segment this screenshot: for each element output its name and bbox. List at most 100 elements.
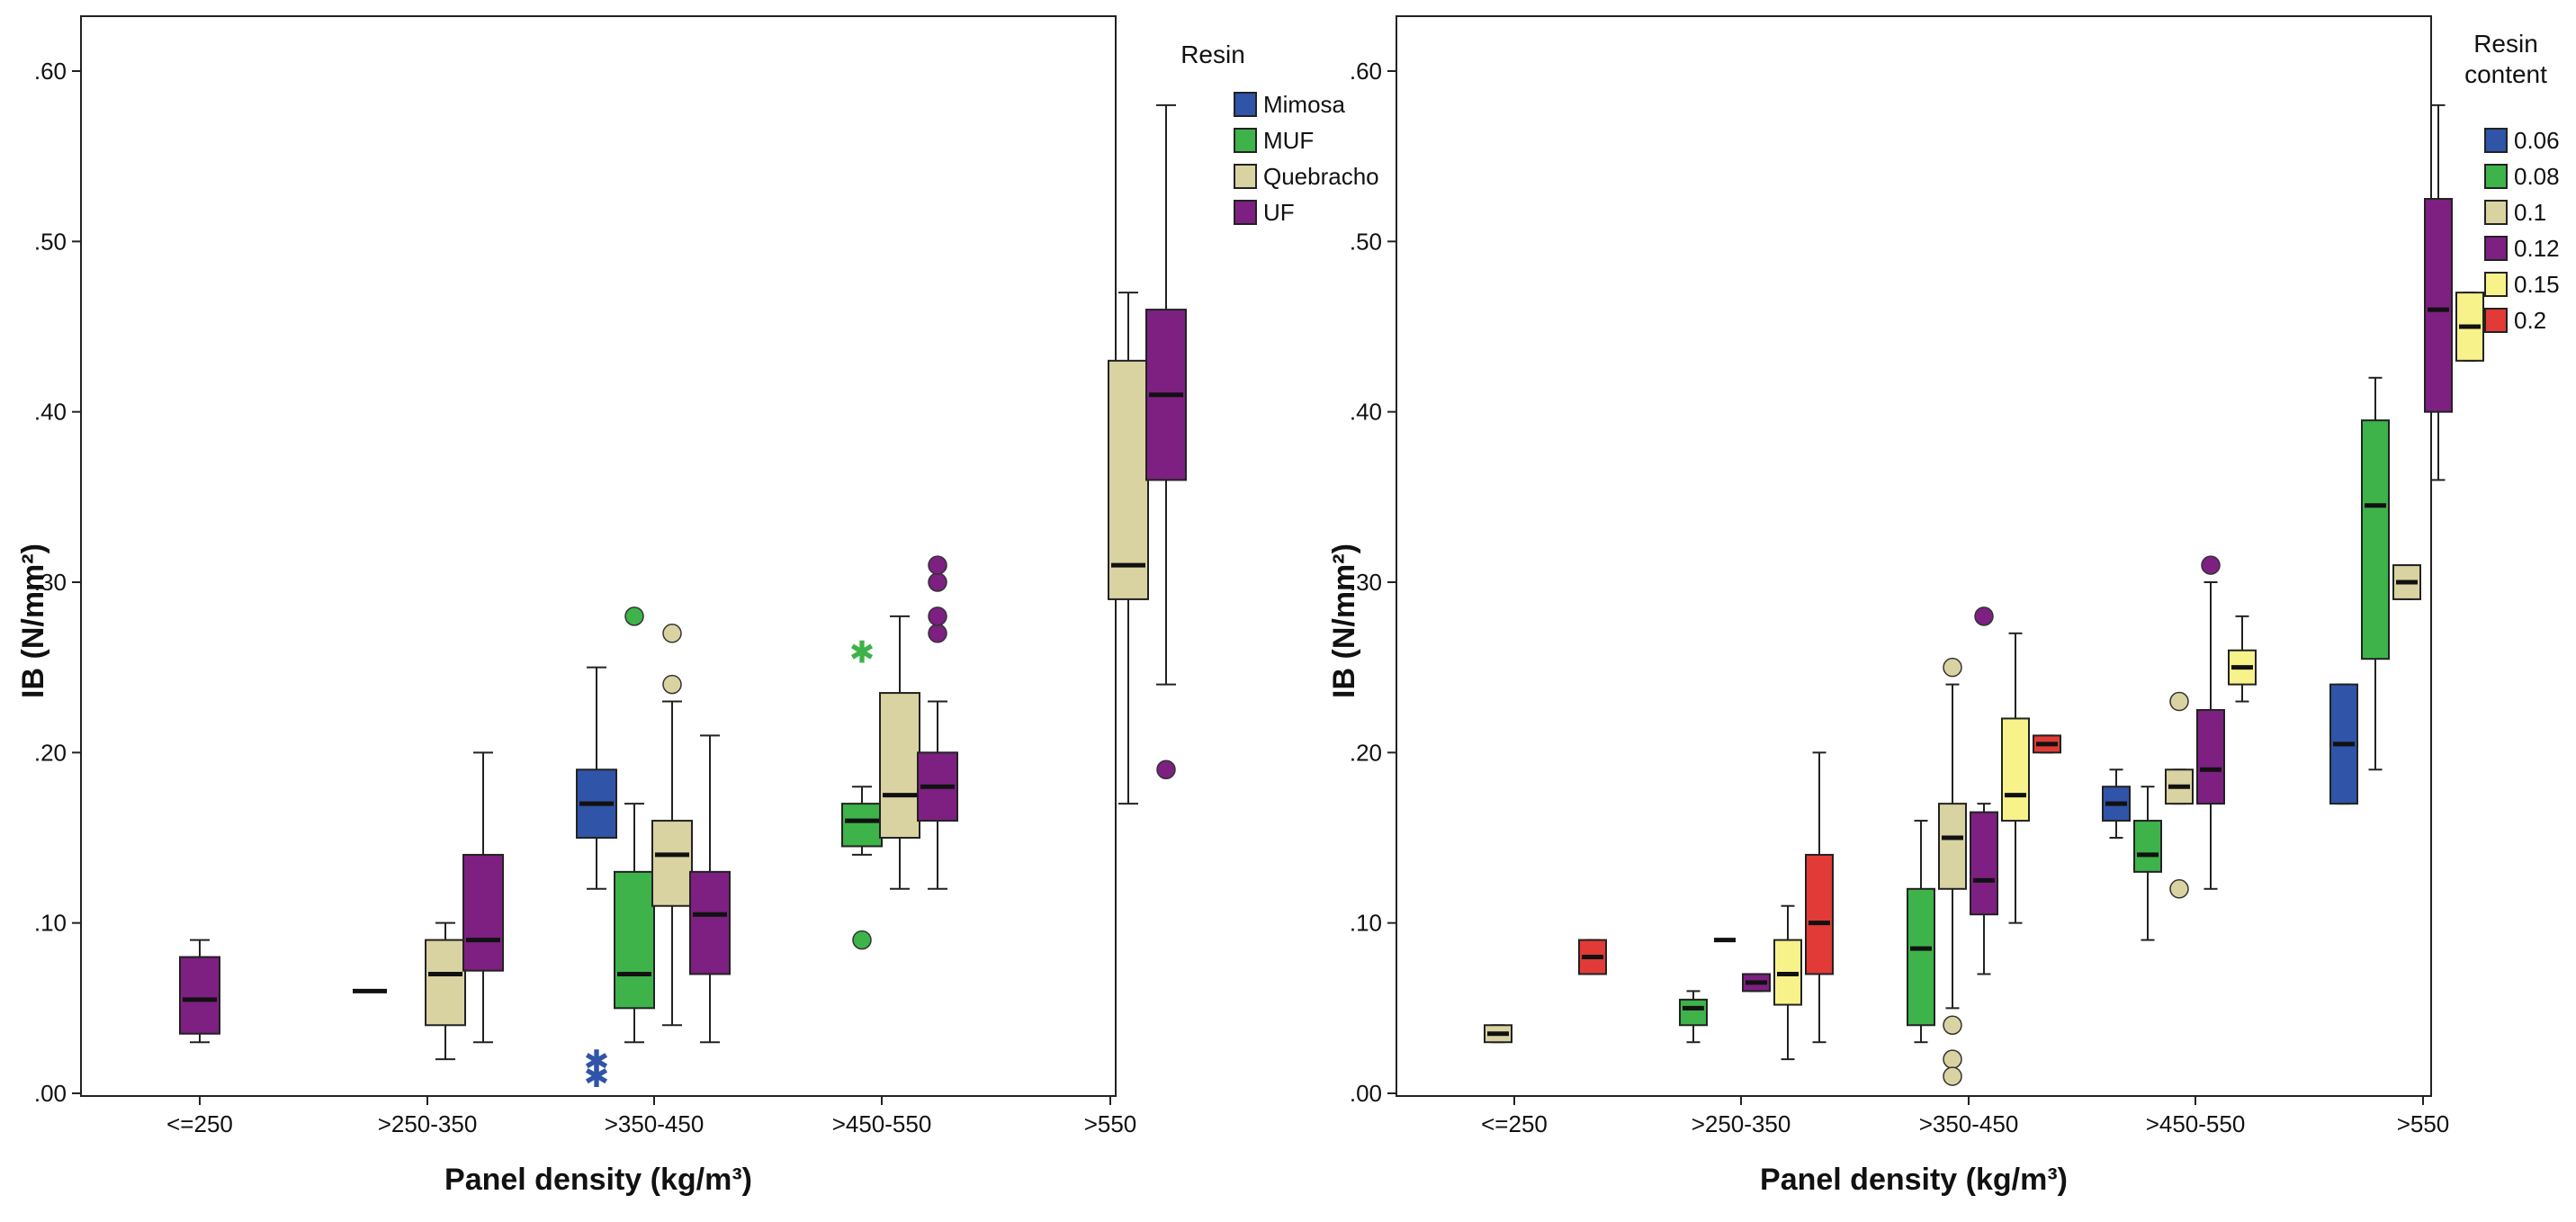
box-UF-<=250	[179, 939, 220, 1044]
legend-item: 0.06	[2484, 127, 2560, 154]
box-body	[2001, 717, 2030, 822]
box-0.12->250-350	[1742, 973, 1771, 993]
legend-item: Quebracho	[1234, 163, 1379, 190]
legend-item: Mimosa	[1234, 91, 1346, 118]
legend-label: Mimosa	[1263, 91, 1346, 118]
outlier-point	[1943, 1015, 1962, 1036]
x-tick-label: >350-450	[605, 1110, 705, 1137]
legend-entries-left: Mimosa MUF Quebracho UF	[1234, 91, 1379, 226]
outlier-point	[662, 674, 682, 695]
box-0.1->350-450	[1938, 657, 1967, 1086]
boxes-right	[1484, 103, 2484, 1086]
chart-right: IB (N/mm²) Panel density (kg/m³) .00 .10.…	[1327, 15, 2560, 1197]
legend-label: 0.06	[2514, 127, 2560, 154]
legend-item: 0.2	[2484, 307, 2546, 334]
legend-entries-right: 0.06 0.08 0.1 0.12 0.15 0.2	[2484, 127, 2560, 334]
legend-label: MUF	[1263, 127, 1314, 154]
outlier-point	[928, 607, 947, 626]
box-0.06->550	[2329, 683, 2358, 805]
legend-swatch	[1234, 200, 1257, 225]
box-0.2->350-450	[2033, 734, 2061, 754]
box-0.12->350-450	[1970, 607, 1998, 975]
box-0.08->450-550	[2133, 786, 2162, 941]
box-body	[462, 853, 504, 972]
legend-item: 0.12	[2484, 235, 2560, 262]
box-0.1->450-550	[2165, 691, 2194, 899]
outlier-point	[1943, 1066, 1962, 1086]
y-tick-label: .10	[1350, 910, 1382, 937]
x-tick-label: >550	[1084, 1110, 1137, 1137]
box-body	[841, 803, 883, 848]
box-Quebracho->450-550	[879, 615, 920, 890]
legend-item: 0.08	[2484, 163, 2560, 190]
box-Quebracho->250-350	[425, 921, 466, 1061]
legend-left: Resin Mimosa MUF Quebracho UF	[1180, 40, 1378, 226]
legend-item: 0.1	[2484, 199, 2546, 226]
y-axis-title-left: IB (N/mm²)	[16, 544, 50, 698]
outlier-point	[1974, 607, 1994, 626]
box-0.08->250-350	[1679, 990, 1708, 1044]
y-tick-label: .00	[34, 1080, 67, 1107]
legend-swatch	[2484, 128, 2508, 153]
box-body	[1679, 998, 1708, 1027]
legend-right: Resin content 0.06 0.08 0.1 0.12 0.15 0.2	[2464, 30, 2560, 334]
outlier-point	[928, 572, 947, 592]
legend-label: UF	[1263, 199, 1295, 226]
box-body	[689, 870, 731, 975]
box-UF->350-450	[689, 734, 731, 1044]
legend-label: 0.08	[2514, 163, 2560, 190]
box-0.1-<=250	[1484, 1024, 1512, 1044]
legend-swatch	[1234, 128, 1257, 153]
box-body	[1805, 853, 1834, 975]
x-tick-label: <=250	[1481, 1110, 1548, 1137]
x-tick-label: >250-350	[378, 1110, 478, 1137]
outlier-point	[624, 607, 644, 626]
outlier-point	[852, 930, 872, 950]
y-tick-label: .20	[34, 739, 67, 766]
y-tick-label: .60	[34, 58, 67, 85]
outlier-point	[1943, 1049, 1962, 1069]
box-body	[425, 939, 466, 1027]
box-body	[2133, 820, 2162, 873]
legend-label: 0.12	[2514, 235, 2560, 262]
box-body	[2361, 419, 2390, 660]
x-tick-label: >450-550	[2146, 1110, 2246, 1137]
legend-title-right-line2: content	[2464, 60, 2547, 88]
ticks-left: .00 .10 .20 .30 .40 .50 .60 <=250 >250-350 >350-4…	[34, 58, 1136, 1137]
outlier-point	[2201, 555, 2221, 575]
x-tick-label: >350-450	[1919, 1110, 2019, 1137]
x-axis-title-left: Panel density (kg/m³)	[444, 1163, 752, 1197]
box-Mimosa->350-450: ✱✱	[576, 666, 617, 1094]
chart-left: IB (N/mm²) Panel density (kg/m³) .00 .10.…	[16, 15, 1379, 1197]
box-body	[879, 692, 920, 839]
outlier-point	[2169, 879, 2189, 899]
box-0.15->350-450	[2001, 632, 2030, 924]
legend-swatch	[2484, 236, 2508, 261]
y-tick-label: .50	[34, 228, 67, 255]
box-body	[614, 870, 655, 1010]
outlier-point	[928, 555, 947, 575]
box-Quebracho->350-450	[651, 624, 693, 1027]
outlier-point	[662, 624, 682, 643]
y-tick-label: .10	[34, 910, 67, 937]
box-0.06->450-550	[2102, 768, 2131, 839]
y-tick-label: .40	[34, 399, 67, 426]
x-tick-label: >250-350	[1692, 1110, 1791, 1137]
boxes-left: ✱✱✱	[179, 103, 1187, 1094]
box-MUF->450-550: ✱	[841, 636, 883, 950]
outlier-point	[1943, 657, 1962, 678]
y-tick-label: .60	[1350, 58, 1382, 85]
x-tick-label: >450-550	[832, 1110, 932, 1137]
legend-item: 0.15	[2484, 271, 2560, 298]
legend-title-right-line1: Resin	[2473, 30, 2538, 58]
legend-swatch	[2484, 272, 2508, 297]
x-tick-label: <=250	[166, 1110, 233, 1137]
box-UF->550	[1145, 103, 1187, 780]
legend-label: 0.2	[2514, 307, 2546, 334]
legend-label: Quebracho	[1263, 163, 1379, 190]
box-UF->450-550	[917, 555, 958, 890]
plot-area-left	[80, 15, 1117, 1097]
extreme-point: ✱	[584, 1060, 610, 1094]
outlier-point	[928, 624, 947, 643]
box-body	[1907, 887, 1935, 1027]
